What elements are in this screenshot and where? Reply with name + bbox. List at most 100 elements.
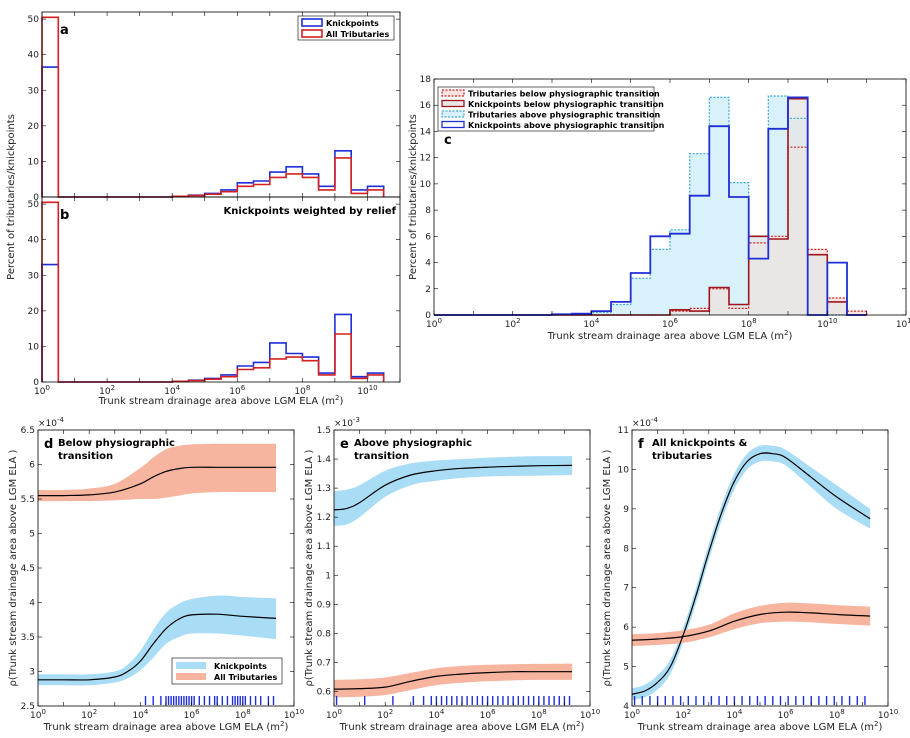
panel-b-xtick-label: 100	[34, 384, 50, 397]
panel-d-xtick-label-exp: 10	[295, 708, 304, 716]
panel-e-title-line: transition	[354, 451, 409, 462]
panel-e-ytick-label: 1.2	[317, 513, 331, 523]
legend-c-label-1: Knickpoints below physiographic transiti…	[468, 100, 664, 109]
panels-ab-xlabel-close: )	[339, 396, 343, 407]
legend-d-swatch-knickpoints	[176, 662, 206, 669]
panel-d-xtick-label-exp: 8	[246, 708, 250, 716]
panel-d-xlabel-close: )	[284, 722, 288, 733]
panel-f-xlabel-main: Trunk stream drainage area above LGM ELA…	[637, 722, 874, 733]
panel-e-label: e	[340, 437, 349, 452]
panel-c-xtick-label-exp: 6	[673, 317, 678, 325]
panel-b-annotation: Knickpoints weighted by relief	[224, 206, 397, 217]
panel-e-xtick-label-base: 10	[428, 711, 440, 721]
panel-e-xtick-label: 104	[428, 708, 444, 721]
panel-b-xtick-label: 104	[164, 384, 180, 397]
panel-d-multiplier-exp: -4	[57, 416, 65, 424]
panel-f-xtick-label-exp: 6	[789, 708, 794, 716]
panel-e-xtick-label-exp: 8	[542, 708, 546, 716]
legend-c-swatch-0	[441, 89, 465, 97]
panel-c-xtick-label-base: 10	[583, 320, 595, 330]
panel-f-ytick-label: 9	[623, 505, 629, 515]
panels-ab-ylabel: Percent of tributaries/knickpoints	[6, 114, 17, 280]
panel-c-xtick-label-base: 10	[896, 320, 908, 330]
panel-f-xtick-label-base: 10	[829, 711, 841, 721]
panel-d-label: d	[44, 437, 53, 452]
panel-d-title-line: transition	[58, 451, 113, 462]
panel-c-xtick-label-base: 10	[505, 320, 517, 330]
panel-e-band-knickpoints	[334, 456, 573, 526]
legend-a-box	[297, 15, 395, 41]
panel-e-ytick-label: 0.9	[317, 600, 332, 610]
panel-c-ytick-label: 2	[425, 285, 431, 295]
panel-e-ytick-label: 0.7	[317, 658, 331, 668]
panel-b-ytick-label: 0	[33, 378, 39, 388]
panel-a-ytick-label: 0	[33, 193, 39, 203]
legend-a-label-tributaries: All Tributaries	[326, 30, 389, 39]
panel-f-title-line: tributaries	[652, 451, 712, 462]
panel-d-xtick-label-exp: 4	[144, 708, 149, 716]
panel-f-xtick-label-base: 10	[778, 711, 790, 721]
panel-f-xtick-label: 1010	[878, 708, 898, 721]
panel-b-ytick-label: 10	[28, 342, 40, 352]
panel-e-ytick-label: 1.1	[317, 542, 331, 552]
panel-e-multiplier-exp: -3	[353, 416, 360, 424]
panel-e-xtick-label: 102	[377, 708, 393, 721]
legend-d-swatch-tributaries	[176, 673, 206, 680]
panel-e-xtick-label-base: 10	[326, 711, 338, 721]
panel-d-band-knickpoints	[38, 595, 277, 686]
legend-a-swatch-knickpoints	[301, 18, 323, 27]
panel-f-xtick-label-exp: 10	[889, 708, 898, 716]
panel-c-ytick-label: 10	[420, 180, 432, 190]
panel-e-xtick-label-base: 10	[377, 711, 389, 721]
panel-d-ytick-label: 5.5	[21, 495, 35, 505]
panel-b-bars-tributaries	[41, 201, 385, 383]
panel-f-xtick-label-exp: 4	[738, 708, 743, 716]
panel-d-xtick-label: 1010	[284, 708, 304, 721]
panel-c-xtick-label: 108	[741, 317, 757, 330]
panel-b-xtick-label-exp: 4	[176, 384, 181, 392]
panel-b-xtick-label-exp: 8	[306, 384, 310, 392]
panel-d-xlabel-main: Trunk stream drainage area above LGM ELA…	[43, 722, 280, 733]
panel-b-xtick-label-base: 10	[99, 387, 111, 397]
panel-f-label: f	[638, 437, 644, 452]
panel-d-xtick-label: 108	[235, 708, 251, 721]
panel-c-xlabel-sup: 2	[784, 329, 788, 337]
panel-c-xtick-label-base: 10	[817, 320, 829, 330]
panel-e-ytick-label: 1.5	[317, 426, 331, 436]
panel-b-xtick-label-base: 10	[34, 387, 46, 397]
panel-f-ytick-label: 8	[623, 544, 629, 554]
panel-e-xtick-label: 108	[531, 708, 547, 721]
panel-f-xtick-label-base: 10	[878, 711, 890, 721]
panel-c-xtick-label-exp: 12	[907, 317, 910, 325]
panel-d-ytick-label: 3	[29, 668, 35, 678]
panel-d-ytick-label: 2.5	[21, 702, 35, 712]
legend-d-label-knickpoints: Knickpoints	[214, 662, 267, 671]
panel-c-xlabel-main: Trunk stream drainage area above LGM ELA…	[547, 331, 784, 342]
panel-e-multiplier-base: ×10	[334, 419, 353, 429]
panel-e-xtick-label-exp: 0	[337, 708, 341, 716]
panel-b-xtick-label: 1010	[357, 384, 377, 397]
legend-c-swatch-2	[441, 110, 465, 118]
panel-f-ytick-label: 5	[623, 663, 629, 673]
panel-c-ytick-label: 12	[420, 154, 431, 164]
panel-f-xtick-label: 100	[624, 708, 640, 721]
panel-d-title-line: Below physiographic	[58, 438, 175, 449]
panel-e-xlabel: Trunk stream drainage area above LGM ELA…	[339, 720, 585, 733]
panel-b-ytick-label: 40	[28, 236, 40, 246]
panel-c-label: c	[444, 133, 452, 148]
panel-f-xlabel-sup: 2	[874, 720, 878, 728]
panel-c-ytick-label: 4	[425, 259, 431, 269]
panel-b-ytick-label: 50	[28, 200, 40, 210]
panel-c-xtick-label: 1010	[817, 317, 837, 330]
panel-c-ytick-label: 16	[420, 101, 432, 111]
panel-b-xtick-label-exp: 6	[241, 384, 246, 392]
panel-c-xtick-label: 100	[426, 317, 442, 330]
panel-e-ylabel: ρ(Trunk stream drainage area above LGM E…	[304, 449, 315, 686]
panel-e-xtick-label-base: 10	[531, 711, 543, 721]
panel-f-xtick-label: 106	[778, 708, 794, 721]
panel-d-band-tributaries	[38, 443, 277, 502]
legend-c-label-2: Tributaries above physiographic transiti…	[468, 111, 660, 120]
panel-e-xtick-label-base: 10	[580, 711, 592, 721]
panel-c-xtick-label-exp: 8	[752, 317, 756, 325]
panel-e-ytick-label: 0.8	[317, 629, 332, 639]
